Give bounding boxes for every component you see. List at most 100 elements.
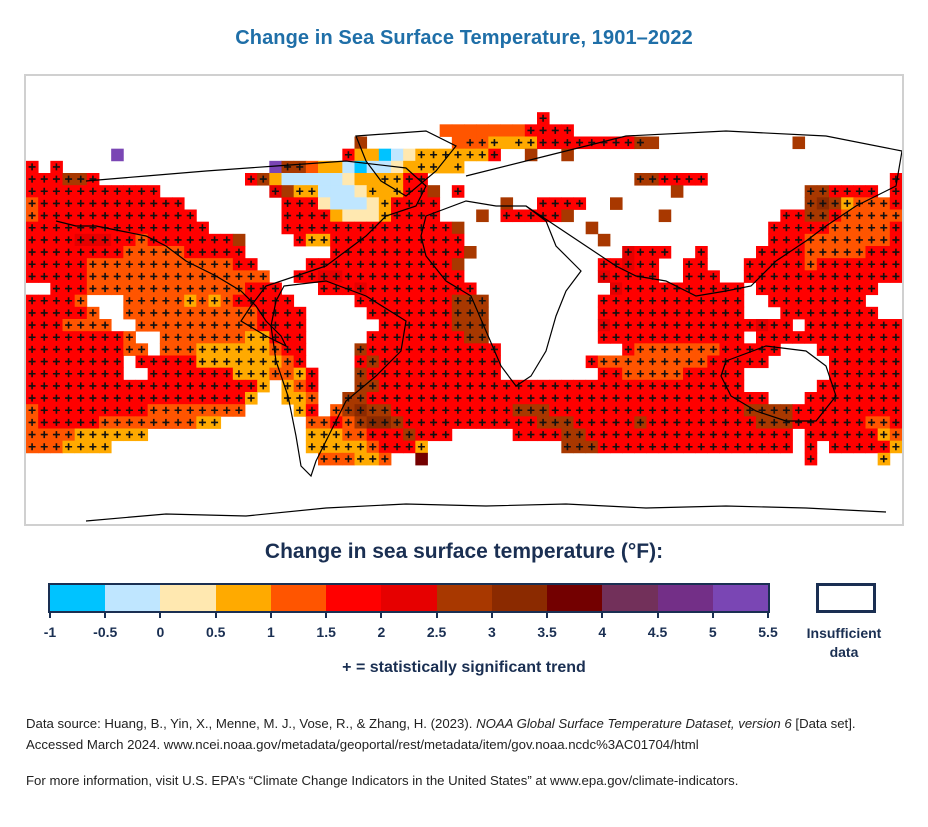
- significance-plus-marker: [661, 345, 669, 353]
- grid-cell: [330, 160, 343, 174]
- significance-plus-marker: [466, 151, 474, 159]
- significance-plus-marker: [478, 345, 486, 353]
- significance-plus-marker: [807, 418, 815, 426]
- significance-plus-marker: [892, 418, 900, 426]
- significance-plus-marker: [40, 187, 48, 195]
- significance-plus-marker: [466, 358, 474, 366]
- significance-plus-marker: [430, 406, 438, 414]
- significance-plus-marker: [649, 418, 657, 426]
- significance-plus-marker: [369, 285, 377, 293]
- significance-plus-marker: [430, 272, 438, 280]
- significance-plus-marker: [746, 431, 754, 439]
- significance-plus-marker: [52, 431, 60, 439]
- significance-plus-marker: [138, 224, 146, 232]
- significance-plus-marker: [527, 126, 535, 134]
- significance-plus-marker: [125, 285, 133, 293]
- significance-plus-marker: [892, 248, 900, 256]
- significance-plus-marker: [89, 382, 97, 390]
- significance-plus-marker: [125, 224, 133, 232]
- significance-plus-marker: [855, 345, 863, 353]
- significance-plus-marker: [430, 297, 438, 305]
- significance-plus-marker: [405, 394, 413, 402]
- significance-plus-marker: [454, 272, 462, 280]
- significance-plus-marker: [393, 431, 401, 439]
- significance-plus-marker: [52, 187, 60, 195]
- significance-plus-marker: [673, 418, 681, 426]
- significance-plus-marker: [308, 260, 316, 268]
- significance-plus-marker: [442, 248, 450, 256]
- significance-plus-marker: [612, 333, 620, 341]
- significance-plus-marker: [101, 394, 109, 402]
- significance-plus-marker: [113, 187, 121, 195]
- significance-plus-marker: [430, 236, 438, 244]
- significance-plus-marker: [563, 199, 571, 207]
- significance-plus-marker: [357, 297, 365, 305]
- significance-plus-marker: [174, 345, 182, 353]
- grid-cell: [318, 197, 331, 210]
- significance-plus-marker: [186, 248, 194, 256]
- significance-plus-marker: [259, 272, 267, 280]
- significance-plus-marker: [624, 345, 632, 353]
- significance-plus-marker: [673, 443, 681, 451]
- color-scale-tick: [214, 611, 217, 618]
- significance-plus-marker: [28, 163, 36, 171]
- significance-plus-marker: [198, 345, 206, 353]
- grid-cell: [354, 173, 368, 186]
- significance-plus-marker: [52, 260, 60, 268]
- significance-plus-marker: [417, 382, 425, 390]
- significance-plus-marker: [831, 212, 839, 220]
- significance-plus-marker: [892, 358, 900, 366]
- significance-plus-marker: [868, 199, 876, 207]
- significance-plus-marker: [478, 370, 486, 378]
- significance-plus-marker: [77, 297, 85, 305]
- significance-plus-marker: [685, 260, 693, 268]
- significance-plus-marker: [855, 443, 863, 451]
- significance-plus-marker: [40, 333, 48, 341]
- significance-plus-marker: [417, 163, 425, 171]
- grid-cell: [403, 148, 416, 162]
- significance-plus-marker: [600, 406, 608, 414]
- significance-plus-marker: [308, 406, 316, 414]
- significance-plus-marker: [673, 394, 681, 402]
- significance-plus-marker: [478, 358, 486, 366]
- significance-plus-marker: [405, 175, 413, 183]
- significance-plus-marker: [782, 260, 790, 268]
- significance-plus-marker: [174, 418, 182, 426]
- significance-plus-marker: [393, 212, 401, 220]
- significance-plus-marker: [162, 358, 170, 366]
- significance-plus-marker: [880, 345, 888, 353]
- significance-plus-marker: [357, 358, 365, 366]
- significance-plus-marker: [198, 260, 206, 268]
- significance-plus-marker: [101, 321, 109, 329]
- significance-plus-marker: [831, 199, 839, 207]
- significance-plus-marker: [357, 272, 365, 280]
- color-scale-tick: [380, 611, 383, 618]
- significance-plus-marker: [89, 248, 97, 256]
- significance-plus-marker: [563, 418, 571, 426]
- grid-cell: [354, 160, 368, 174]
- significance-plus-marker: [259, 297, 267, 305]
- significance-plus-marker: [259, 345, 267, 353]
- grid-cell: [500, 197, 514, 210]
- significance-plus-marker: [539, 199, 547, 207]
- grid-cell: [293, 173, 307, 186]
- significance-plus-marker: [138, 418, 146, 426]
- color-scale-tick: [104, 611, 107, 618]
- color-scale-segment: [657, 585, 713, 611]
- significance-plus-marker: [198, 370, 206, 378]
- grid-cell: [670, 185, 684, 198]
- significance-plus-marker: [527, 382, 535, 390]
- significance-plus-marker: [490, 358, 498, 366]
- significance-plus-marker: [685, 175, 693, 183]
- significance-plus-marker: [795, 333, 803, 341]
- significance-plus-marker: [40, 236, 48, 244]
- significance-plus-marker: [649, 248, 657, 256]
- color-scale-tick: [767, 611, 769, 618]
- significance-plus-marker: [782, 309, 790, 317]
- significance-plus-marker: [150, 285, 158, 293]
- significance-plus-marker: [247, 358, 255, 366]
- coastline: [55, 160, 427, 348]
- significance-plus-marker: [52, 382, 60, 390]
- significance-plus-marker: [697, 394, 705, 402]
- significance-plus-marker: [649, 406, 657, 414]
